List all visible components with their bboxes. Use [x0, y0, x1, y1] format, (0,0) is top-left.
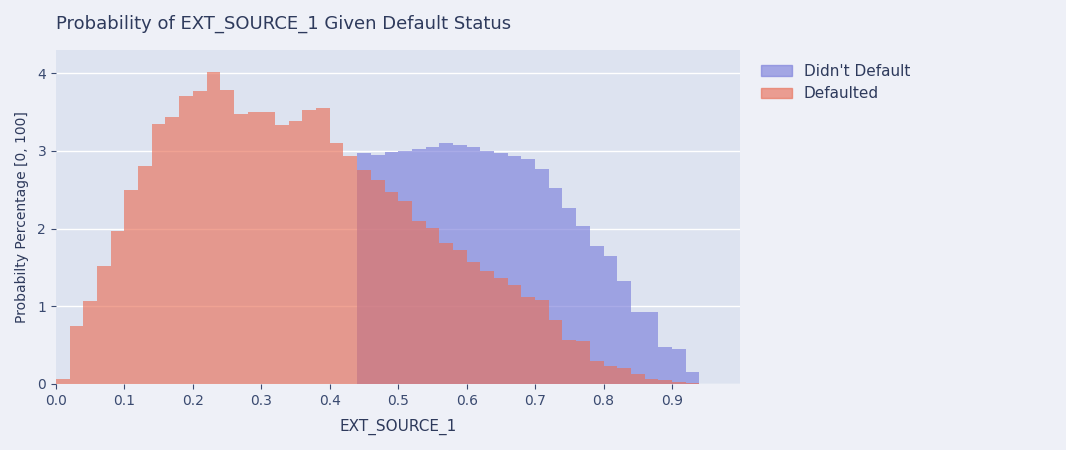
Bar: [507, 285, 521, 384]
Bar: [97, 266, 111, 384]
Bar: [439, 243, 453, 384]
Bar: [672, 382, 685, 384]
Bar: [357, 170, 371, 384]
Bar: [221, 90, 233, 384]
Bar: [467, 147, 481, 384]
Bar: [672, 349, 685, 384]
Bar: [411, 221, 425, 384]
X-axis label: EXT_SOURCE_1: EXT_SOURCE_1: [340, 419, 457, 435]
Bar: [631, 312, 645, 384]
Bar: [603, 256, 617, 384]
Bar: [577, 226, 589, 384]
Bar: [453, 144, 467, 384]
Bar: [535, 300, 549, 384]
Bar: [343, 156, 357, 384]
Bar: [603, 366, 617, 384]
Bar: [385, 192, 399, 384]
Bar: [261, 112, 275, 384]
Bar: [481, 151, 494, 384]
Bar: [165, 117, 179, 384]
Bar: [399, 201, 411, 384]
Bar: [275, 125, 289, 384]
Bar: [685, 372, 699, 384]
Bar: [233, 113, 247, 384]
Bar: [563, 340, 577, 384]
Bar: [589, 360, 603, 384]
Bar: [357, 153, 371, 384]
Text: Probability of EXT_SOURCE_1 Given Default Status: Probability of EXT_SOURCE_1 Given Defaul…: [55, 15, 511, 33]
Bar: [371, 180, 385, 384]
Bar: [453, 250, 467, 384]
Bar: [589, 247, 603, 384]
Bar: [125, 190, 139, 384]
Bar: [494, 278, 507, 384]
Bar: [521, 158, 535, 384]
Bar: [303, 110, 316, 384]
Bar: [617, 369, 631, 384]
Bar: [563, 207, 577, 384]
Bar: [494, 153, 507, 384]
Bar: [69, 326, 83, 384]
Bar: [467, 262, 481, 384]
Bar: [439, 143, 453, 384]
Bar: [385, 153, 399, 384]
Bar: [55, 378, 69, 384]
Legend: Didn't Default, Defaulted: Didn't Default, Defaulted: [755, 58, 917, 108]
Bar: [193, 91, 207, 384]
Bar: [316, 108, 329, 384]
Bar: [399, 151, 411, 384]
Bar: [549, 320, 563, 384]
Bar: [521, 297, 535, 384]
Bar: [371, 155, 385, 384]
Bar: [645, 378, 659, 384]
Bar: [645, 312, 659, 384]
Bar: [549, 188, 563, 384]
Bar: [247, 112, 261, 384]
Bar: [425, 147, 439, 384]
Bar: [329, 143, 343, 384]
Bar: [507, 156, 521, 384]
Bar: [631, 374, 645, 384]
Bar: [481, 270, 494, 384]
Bar: [111, 231, 125, 384]
Bar: [151, 124, 165, 384]
Bar: [83, 301, 97, 384]
Bar: [411, 148, 425, 384]
Bar: [659, 347, 672, 384]
Bar: [425, 228, 439, 384]
Bar: [577, 341, 589, 384]
Bar: [535, 169, 549, 384]
Bar: [207, 72, 221, 384]
Bar: [685, 383, 699, 384]
Bar: [289, 122, 303, 384]
Y-axis label: Probabilty Percentage [0, 100]: Probabilty Percentage [0, 100]: [15, 111, 29, 323]
Bar: [617, 281, 631, 384]
Bar: [659, 380, 672, 384]
Bar: [179, 96, 193, 384]
Bar: [139, 166, 151, 384]
